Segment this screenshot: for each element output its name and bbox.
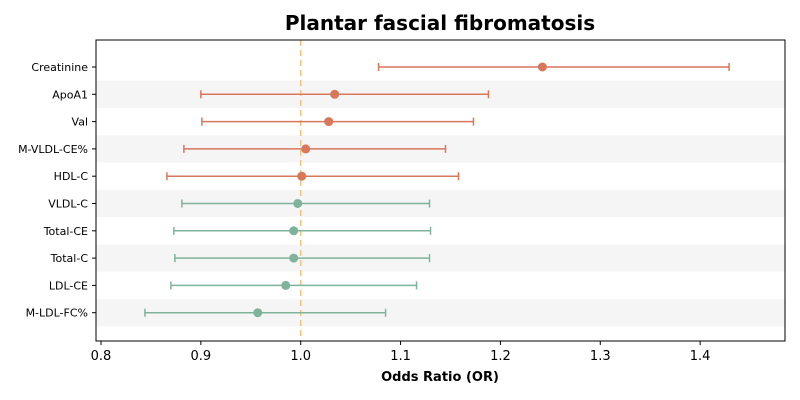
row-ldl-ce <box>170 280 418 290</box>
x-tick-label: 1.1 <box>390 349 411 364</box>
or-point <box>281 280 291 290</box>
y-tick-label: HDL-C <box>54 170 89 183</box>
y-tick-label: LDL-CE <box>49 279 88 292</box>
y-tick-label: ApoA1 <box>52 88 88 101</box>
y-tick-label: VLDL-C <box>48 198 88 211</box>
y-tick-label: Val <box>72 116 88 129</box>
x-tick-label: 0.8 <box>91 349 112 364</box>
or-point <box>330 89 340 99</box>
x-tick-label: 1.4 <box>690 349 711 364</box>
row-m-ldl-fc- <box>144 308 387 318</box>
y-tick-label: M-LDL-FC% <box>26 307 88 320</box>
x-axis-label: Odds Ratio (OR) <box>381 370 499 385</box>
row-total-c <box>174 253 431 263</box>
row-apoa1 <box>200 89 490 99</box>
y-tick-label: Creatinine <box>31 61 88 74</box>
x-tick-label: 1.3 <box>590 349 611 364</box>
y-tick-label: Total-C <box>50 252 89 265</box>
or-point <box>253 308 263 318</box>
y-tick-label: M-VLDL-CE% <box>18 143 88 156</box>
or-point <box>289 226 299 236</box>
x-axis: 0.8 0.9 1.0 1.1 1.2 1.3 1.4 <box>91 341 711 364</box>
chart-title: Plantar fascial fibromatosis <box>285 11 595 35</box>
or-point <box>537 62 547 72</box>
y-axis: Creatinine ApoA1 Val M-VLDL-CE% HDL-C VLDL-C T… <box>18 61 96 320</box>
y-tick-label: Total-CE <box>43 225 88 238</box>
row-hdl-c <box>166 171 460 181</box>
or-point <box>289 253 299 263</box>
x-tick-label: 0.9 <box>191 349 212 364</box>
or-point <box>324 117 334 127</box>
row-vldl-c <box>181 199 431 208</box>
data-series <box>144 62 730 318</box>
row-m-vldl-ce- <box>183 144 447 154</box>
row-total-ce <box>173 226 432 236</box>
or-point <box>301 144 311 154</box>
or-point <box>293 199 303 208</box>
row-val <box>201 117 475 127</box>
x-tick-label: 1.0 <box>290 349 311 364</box>
or-point <box>297 171 307 181</box>
row-creatinine <box>377 62 730 72</box>
plot-frame <box>95 39 786 342</box>
x-tick-label: 1.2 <box>490 349 511 364</box>
